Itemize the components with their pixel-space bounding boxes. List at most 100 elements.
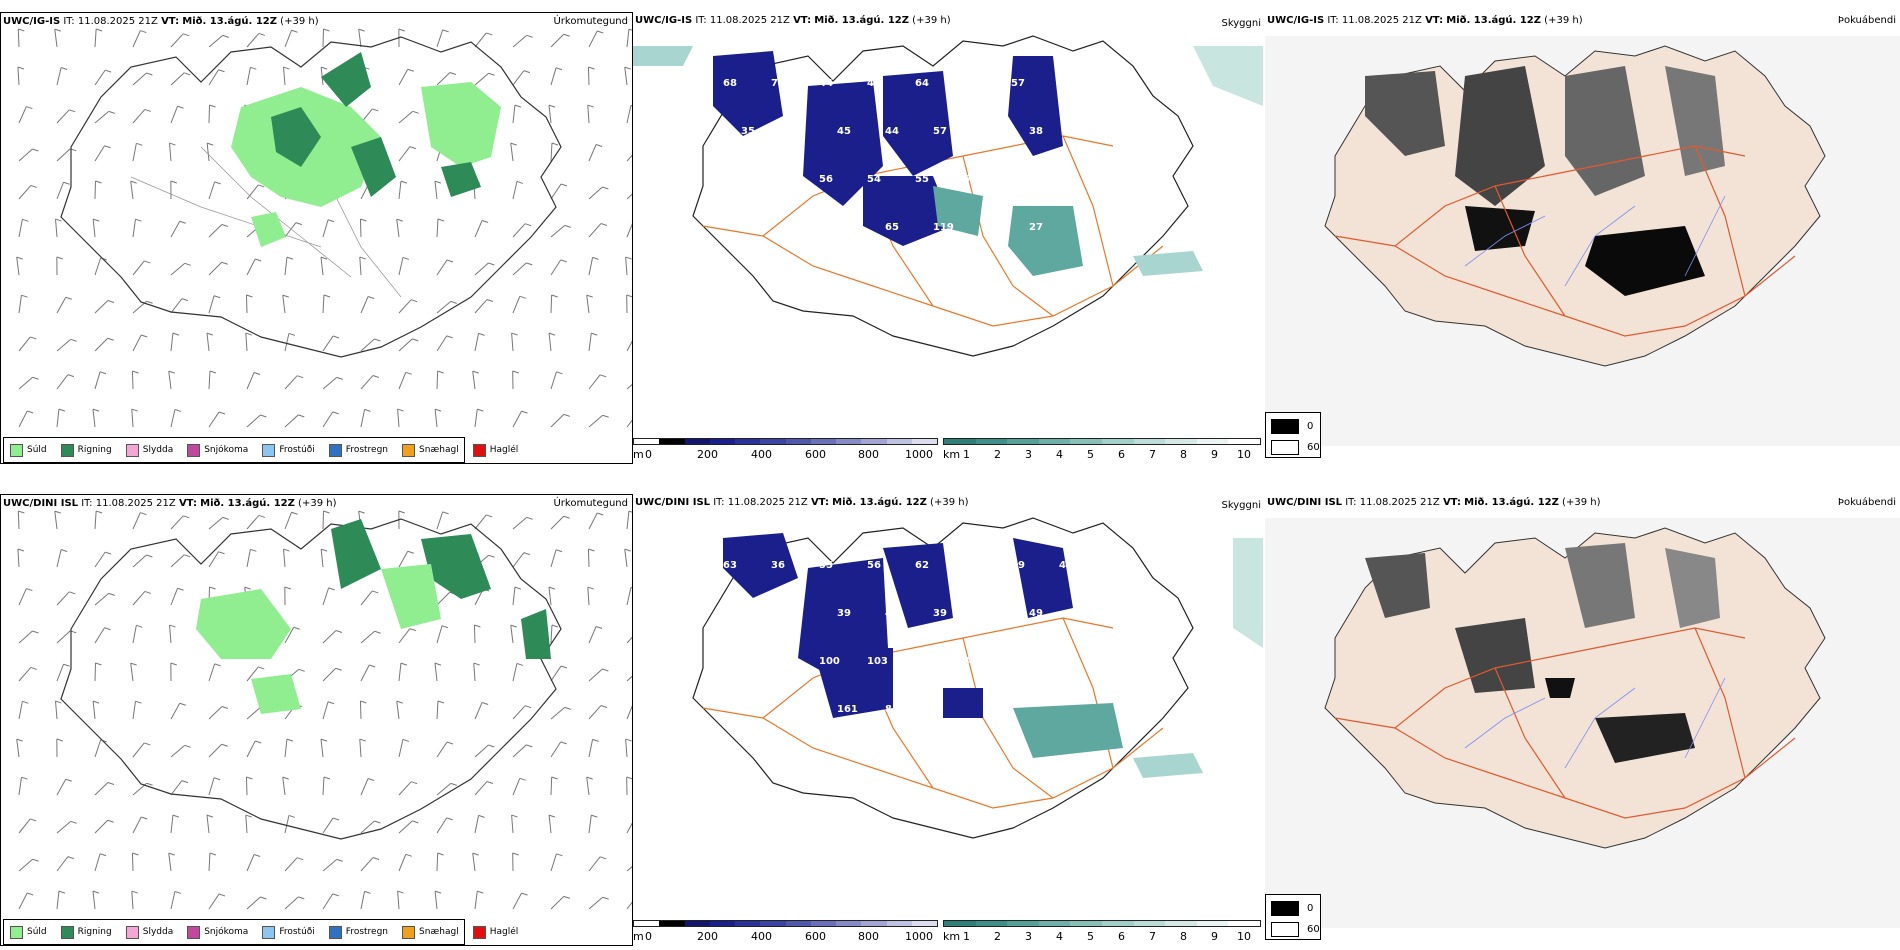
- wind-barb: [626, 866, 632, 872]
- wind-barb: [284, 739, 288, 758]
- panel-title: Skyggni: [1221, 500, 1261, 511]
- wind-barb-flag: [592, 256, 599, 260]
- wind-barb-flag: [21, 294, 28, 298]
- wind-barb: [18, 148, 33, 162]
- wind-barb: [626, 901, 632, 910]
- wind-barb: [170, 262, 186, 276]
- wind-barb: [18, 667, 32, 682]
- wind-barb-flag: [400, 180, 408, 184]
- fog-swatch: [1271, 922, 1299, 937]
- cloud-height-labels: 68 70 44 48 64 65 57 42 40 35 46 45 44 57 56 38 44 46 51 49…: [723, 78, 1139, 233]
- cloud-height-label: 104: [1107, 656, 1128, 667]
- legend-item: Snæhagl: [402, 925, 459, 939]
- wind-barb-flag: [30, 336, 37, 340]
- cloud-height-label: 42: [1059, 78, 1073, 89]
- cloud-height-label: 55: [915, 174, 929, 185]
- wind-barb: [208, 663, 216, 682]
- wind-barb-flag: [172, 332, 180, 336]
- wind-barb: [284, 512, 293, 530]
- wind-barb: [18, 892, 28, 910]
- legend-swatch: [328, 925, 342, 939]
- wind-barb: [588, 257, 594, 276]
- roads: [1334, 627, 1796, 819]
- wind-barb: [55, 701, 58, 720]
- wind-barb: [359, 218, 362, 238]
- wind-barb-flag: [32, 148, 39, 152]
- wind-barb: [320, 739, 324, 758]
- cloud-areas: [723, 533, 1263, 778]
- cloud-areas: [633, 46, 1263, 276]
- cloud-height-label: 56: [981, 126, 995, 137]
- wind-barb-flag: [446, 335, 453, 339]
- cloud-height-label: 44: [819, 78, 833, 89]
- scale-tick: 3: [1025, 930, 1032, 943]
- wind-barb: [132, 625, 137, 644]
- wind-barb-flag: [410, 299, 418, 303]
- scale-tick: 2: [994, 448, 1001, 461]
- legend-swatch: [402, 443, 416, 457]
- wind-barb: [626, 511, 630, 530]
- wind-barb-flag: [288, 332, 296, 336]
- wind-barb: [246, 414, 261, 428]
- cloud-height-label: 66: [1125, 222, 1139, 233]
- legend-item: Frostregn: [328, 925, 388, 939]
- wind-barb-flag: [99, 853, 107, 857]
- wind-barb: [398, 181, 402, 200]
- cloud-height-label: 60: [963, 174, 977, 185]
- wind-barb: [474, 781, 488, 796]
- wind-barb-flag: [548, 814, 556, 818]
- wind-barb-flag: [481, 701, 489, 705]
- wind-barb-flag: [27, 410, 34, 414]
- scale-tick: 9: [1211, 930, 1218, 943]
- wind-barb-flag: [92, 700, 100, 704]
- cloud-height-label: 90: [1077, 222, 1091, 233]
- wind-barb-flag: [58, 408, 66, 412]
- wind-barb-flag: [364, 890, 371, 894]
- wind-barb: [54, 511, 58, 530]
- wind-barb: [398, 663, 402, 682]
- wind-barb-flag: [434, 662, 442, 666]
- wind-barb: [360, 820, 375, 834]
- wind-barb: [130, 663, 134, 682]
- rivers: [1464, 195, 1726, 287]
- wind-barb-flag: [591, 332, 598, 336]
- legend-item: Rigning: [60, 925, 112, 939]
- scale-tick: 4: [1056, 930, 1063, 943]
- wind-barb-flag: [170, 662, 177, 666]
- wind-barb: [94, 511, 97, 530]
- fog-legend-bottom: 0 60: [1265, 894, 1321, 940]
- wind-barb: [282, 295, 286, 314]
- wind-barb: [168, 371, 172, 390]
- legend-item: Slydda: [125, 443, 173, 457]
- wind-barb: [56, 630, 71, 644]
- precip-type-panel-bottom: UWC/DINI ISL IT: 11.08.2025 21Z VT: Mið.…: [0, 494, 633, 946]
- wind-barb: [550, 896, 565, 910]
- wind-barb-flag: [245, 332, 252, 336]
- scale-unit: m: [633, 448, 644, 461]
- wind-barb-flag: [360, 218, 367, 222]
- wind-barb-flag: [296, 375, 304, 379]
- wind-barb-flag: [488, 554, 495, 558]
- wind-barb-flag: [184, 262, 191, 266]
- wind-barb: [436, 591, 451, 606]
- precip-areas: [231, 52, 501, 247]
- wind-barb: [358, 29, 362, 48]
- wind-barb: [56, 591, 70, 606]
- wind-barb: [397, 891, 400, 910]
- legend-swatch: [328, 443, 342, 457]
- wind-barb-flag: [524, 223, 532, 227]
- wind-barb-flag: [398, 28, 405, 32]
- wind-barb: [132, 334, 142, 352]
- wind-barb-flag: [253, 371, 261, 375]
- wind-barb: [550, 707, 566, 720]
- scale-tick: 1000: [905, 448, 933, 461]
- cloud-height-label: 55: [819, 560, 833, 571]
- wind-barb-flag: [221, 261, 228, 265]
- wind-barb: [436, 218, 439, 238]
- scale-tick: 10: [1237, 930, 1251, 943]
- legend-item: Súld: [10, 925, 47, 939]
- wind-barb: [436, 259, 448, 276]
- cloud-height-label: 167: [741, 704, 762, 715]
- wind-barb: [56, 297, 67, 314]
- wind-barb-flag: [92, 218, 100, 222]
